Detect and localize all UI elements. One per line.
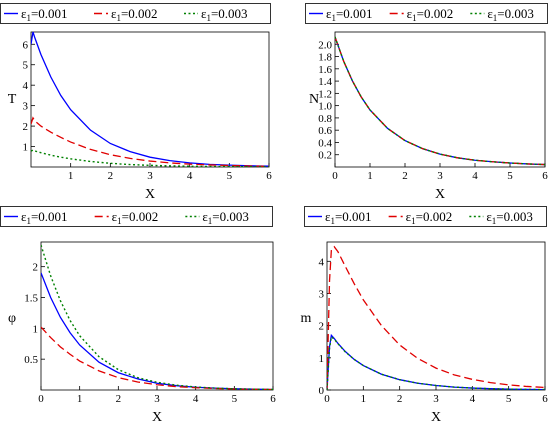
x-tick-label: 4 (472, 170, 478, 182)
y-axis-label: T (8, 92, 17, 107)
legend: ε1=0.001 ε1=0.002 ε1=0.003 (0, 3, 271, 24)
x-tick-label: 1 (77, 393, 83, 405)
y-tick-label: 1 (319, 353, 325, 365)
y-tick-label: 0.5 (24, 354, 38, 366)
plot-frame (334, 31, 546, 168)
x-tick-label: 6 (542, 170, 548, 182)
series-line-1 (41, 326, 273, 390)
x-tick-label: 4 (187, 170, 193, 182)
y-axis-label: N (309, 92, 319, 107)
legend-label-1: ε1=0.002 (407, 6, 454, 23)
legend-label-2: ε1=0.003 (202, 209, 249, 226)
series-line-0 (41, 272, 273, 390)
series-line-1 (335, 36, 545, 166)
y-tick-label: 1 (33, 323, 39, 335)
x-axis-label: X (145, 187, 155, 202)
x-tick-label: 2 (108, 170, 114, 182)
legend-label-0: ε1=0.001 (21, 209, 68, 226)
x-tick-label: 3 (433, 393, 439, 405)
chart-panel-3: 0 1 2 3 4 5 6 0 1 2 3 4 Xm ε1=0.001 ε1=0.002 ε1=0.003 (301, 206, 548, 425)
y-tick-label: 0.4 (318, 137, 332, 149)
plot-frame (30, 31, 270, 168)
y-tick-label: 5 (23, 60, 29, 72)
series-line-0 (335, 36, 545, 166)
y-tick-label: 2 (319, 321, 325, 333)
legend-label-0: ε1=0.001 (325, 209, 372, 226)
series-line-1 (327, 245, 545, 390)
y-tick-label: 2 (23, 121, 29, 133)
legend-label-0: ε1=0.001 (326, 6, 373, 23)
y-tick-label: 4 (319, 256, 325, 268)
chart-panel-1: 0 1 2 3 4 5 6 0.20.40.60.81.01.21.41.61.82.0 X Nε… (305, 3, 548, 202)
y-tick-label: 0.6 (318, 125, 332, 137)
x-tick-label: 3 (154, 393, 160, 405)
y-tick-label: 4 (23, 80, 29, 92)
x-tick-label: 1 (361, 393, 367, 405)
legend-label-1: ε1=0.002 (406, 209, 453, 226)
x-tick-label: 4 (470, 393, 476, 405)
y-tick-label: 2.0 (318, 39, 332, 51)
x-tick-label: 6 (270, 393, 276, 405)
x-tick-label: 0 (324, 393, 330, 405)
series-line-2 (335, 36, 545, 166)
y-tick-label: 3 (23, 101, 29, 113)
legend-box (0, 206, 273, 227)
chart-panel-0: 1 2 3 4 5 6 1 2 3 4 5 6 X Tε1=0.001 ε1=0.002 ε1=0.003 (0, 3, 272, 202)
x-axis-label: X (435, 187, 445, 202)
y-tick-label: 1 (23, 142, 29, 154)
legend: ε1=0.001 ε1=0.002 ε1=0.003 (304, 206, 547, 227)
legend-label-0: ε1=0.001 (21, 6, 68, 23)
y-axis-label: m (301, 311, 312, 326)
x-tick-label: 4 (193, 393, 199, 405)
y-axis-label: φ (8, 311, 16, 326)
series-line-0 (327, 333, 545, 390)
x-tick-label: 1 (367, 170, 373, 182)
x-tick-label: 6 (542, 393, 548, 405)
x-tick-label: 5 (227, 170, 233, 182)
x-tick-label: 2 (402, 170, 408, 182)
x-tick-label: 0 (332, 170, 338, 182)
x-tick-label: 2 (397, 393, 403, 405)
legend: ε1=0.001 ε1=0.002 ε1=0.003 (0, 206, 273, 227)
x-axis-label: X (152, 410, 162, 425)
series-line-0 (31, 31, 269, 167)
y-tick-label: 1.2 (318, 88, 332, 100)
y-tick-label: 1.4 (318, 76, 332, 88)
y-tick-label: 0.2 (318, 150, 332, 162)
y-tick-label: 1.5 (24, 293, 38, 305)
series-line-2 (41, 244, 273, 390)
x-axis-label: X (431, 410, 441, 425)
plot-frame (40, 241, 274, 391)
y-tick-label: 1.6 (318, 64, 332, 76)
y-tick-label: 0.8 (318, 113, 332, 125)
y-tick-label: 0 (319, 385, 325, 397)
x-tick-label: 0 (38, 393, 44, 405)
y-tick-label: 3 (319, 288, 325, 300)
x-tick-label: 6 (266, 170, 272, 182)
y-tick-label: 1.0 (318, 101, 332, 113)
x-tick-label: 2 (116, 393, 122, 405)
legend: ε1=0.001 ε1=0.002 ε1=0.003 (305, 3, 548, 24)
x-tick-label: 5 (507, 170, 513, 182)
x-tick-label: 3 (437, 170, 443, 182)
x-tick-label: 1 (68, 170, 74, 182)
legend-label-1: ε1=0.002 (111, 6, 158, 23)
legend-label-2: ε1=0.003 (201, 6, 248, 23)
x-tick-label: 3 (147, 170, 153, 182)
y-tick-label: 6 (23, 39, 29, 51)
legend-box (0, 3, 271, 24)
legend-label-1: ε1=0.002 (112, 209, 159, 226)
y-tick-label: 2 (33, 262, 39, 274)
y-tick-label: 1.8 (318, 52, 332, 64)
legend-label-2: ε1=0.003 (487, 6, 534, 23)
legend-box (304, 206, 547, 227)
legend-box (305, 3, 548, 24)
x-tick-label: 5 (506, 393, 512, 405)
legend-label-2: ε1=0.003 (486, 209, 533, 226)
x-tick-label: 5 (232, 393, 238, 405)
series-line-1 (31, 116, 269, 167)
